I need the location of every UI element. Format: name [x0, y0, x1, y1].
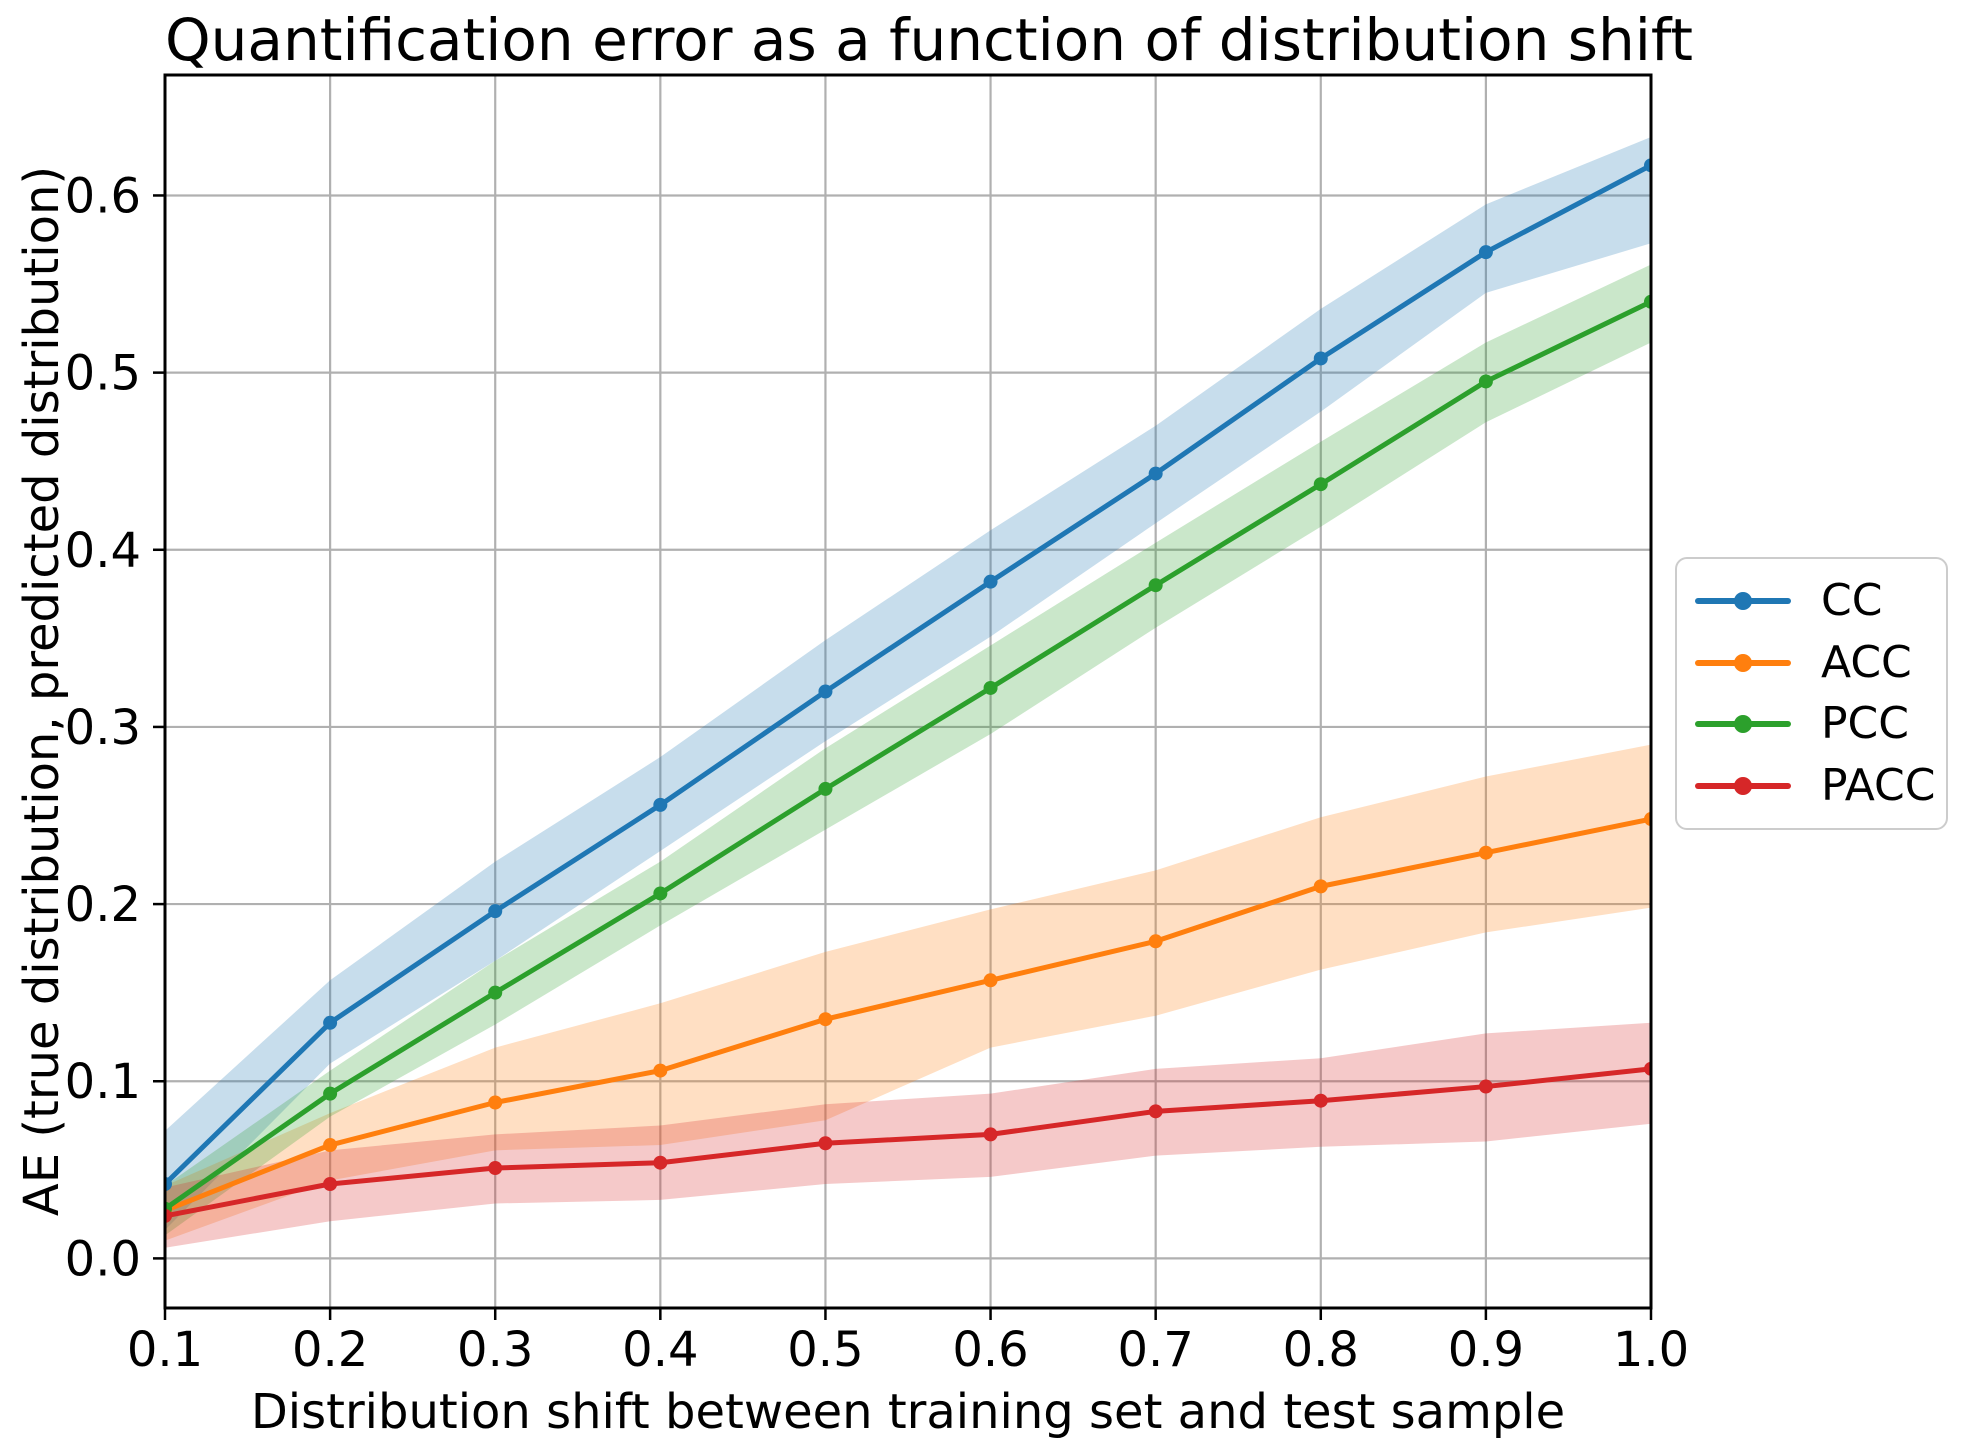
marker-PCC	[818, 781, 833, 796]
line-PCC	[165, 299, 1651, 1212]
tick-label-y: 0.5	[65, 346, 141, 402]
marker-PACC	[1644, 1061, 1651, 1076]
legend-label: PCC	[1821, 698, 1909, 750]
legend-item-pcc: PCC	[1677, 696, 1946, 752]
marker-CC	[1313, 351, 1328, 366]
tick-marks	[153, 194, 1653, 1320]
line-CC	[165, 162, 1651, 1187]
marker-ACC	[818, 1012, 833, 1027]
tick-label-x: 0.9	[1448, 1322, 1524, 1378]
tick-label-y: 0.3	[65, 700, 141, 756]
legend-item-pacc: PACC	[1677, 758, 1946, 814]
marker-PACC	[1313, 1093, 1328, 1108]
tick-label-y: 0.0	[65, 1231, 141, 1287]
legend: CC ACC PCC PACC	[1675, 557, 1948, 830]
marker-PACC	[983, 1127, 998, 1142]
legend-line-sample	[1695, 715, 1791, 734]
confidence-bands	[165, 137, 1651, 1248]
marker-ACC	[1148, 934, 1163, 949]
tick-label-y: 0.2	[65, 877, 141, 933]
marker-PCC	[983, 680, 998, 695]
marker-PCC	[1644, 294, 1651, 309]
marker-CC	[165, 1176, 172, 1191]
marker-PACC	[165, 1208, 172, 1223]
tick-label-y: 0.6	[65, 168, 141, 224]
marker-PCC	[653, 886, 668, 901]
legend-marker-icon	[1734, 777, 1752, 796]
series-lines	[165, 158, 1651, 1223]
tick-label-y: 0.4	[65, 523, 141, 579]
legend-marker-icon	[1734, 653, 1752, 672]
tick-label-x: 0.1	[127, 1322, 203, 1378]
tick-label-x: 0.6	[952, 1322, 1028, 1378]
tick-label-x: 1.0	[1613, 1322, 1689, 1378]
marker-ACC	[983, 973, 998, 988]
marker-ACC	[323, 1138, 338, 1153]
marker-PCC	[488, 985, 503, 1000]
marker-ACC	[653, 1063, 668, 1078]
marker-CC	[488, 904, 503, 919]
legend-line-sample	[1695, 653, 1791, 672]
legend-marker-icon	[1734, 715, 1752, 734]
axes-spines	[163, 73, 1653, 1310]
marker-CC	[818, 684, 833, 699]
marker-PACC	[1478, 1079, 1493, 1094]
legend-label: CC	[1821, 574, 1883, 626]
tick-label-x: 0.7	[1117, 1322, 1193, 1378]
legend-item-acc: ACC	[1677, 635, 1946, 691]
marker-CC	[653, 797, 668, 812]
marker-ACC	[1313, 879, 1328, 894]
marker-PCC	[1313, 477, 1328, 492]
legend-marker-icon	[1734, 591, 1752, 610]
tick-label-x: 0.8	[1283, 1322, 1359, 1378]
marker-CC	[1644, 158, 1651, 173]
marker-PCC	[1148, 578, 1163, 593]
tick-label-y: 0.1	[65, 1054, 141, 1110]
marker-PACC	[488, 1161, 503, 1176]
marker-CC	[1148, 466, 1163, 481]
marker-PCC	[1478, 374, 1493, 389]
marker-CC	[983, 574, 998, 589]
legend-label: ACC	[1821, 636, 1912, 688]
marker-PACC	[1148, 1104, 1163, 1119]
tick-label-x: 0.2	[292, 1322, 368, 1378]
marker-CC	[1478, 245, 1493, 260]
chart-title: Quantification error as a function of di…	[165, 6, 1693, 74]
marker-PACC	[653, 1155, 668, 1170]
y-axis-label: AE (true distribution, predicted distrib…	[14, 165, 70, 1217]
tick-labels: 0.1 0.2 0.3 0.4 0.5 0.6 0.7 0.8 0.9 1.0 0.0 0.1 0.2 0…	[65, 168, 1690, 1378]
line-ACC	[165, 816, 1651, 1214]
marker-CC	[323, 1015, 338, 1030]
tick-label-x: 0.5	[787, 1322, 863, 1378]
line-PACC	[165, 1066, 1651, 1219]
marker-ACC	[488, 1095, 503, 1110]
band-ACC	[165, 744, 1651, 1241]
legend-label: PACC	[1821, 760, 1936, 812]
legend-line-sample	[1695, 591, 1791, 610]
marker-ACC	[1644, 812, 1651, 827]
marker-PACC	[818, 1136, 833, 1151]
band-CC	[165, 137, 1651, 1231]
x-axis-label: Distribution shift between training set …	[250, 1384, 1566, 1440]
marker-PCC	[323, 1086, 338, 1101]
band-PACC	[165, 1022, 1651, 1248]
tick-label-x: 0.3	[457, 1322, 533, 1378]
legend-item-cc: CC	[1677, 573, 1946, 629]
marker-PACC	[323, 1176, 338, 1191]
legend-line-sample	[1695, 777, 1791, 796]
tick-label-x: 0.4	[622, 1322, 698, 1378]
marker-ACC	[1478, 845, 1493, 860]
plot-border	[163, 73, 1653, 1310]
